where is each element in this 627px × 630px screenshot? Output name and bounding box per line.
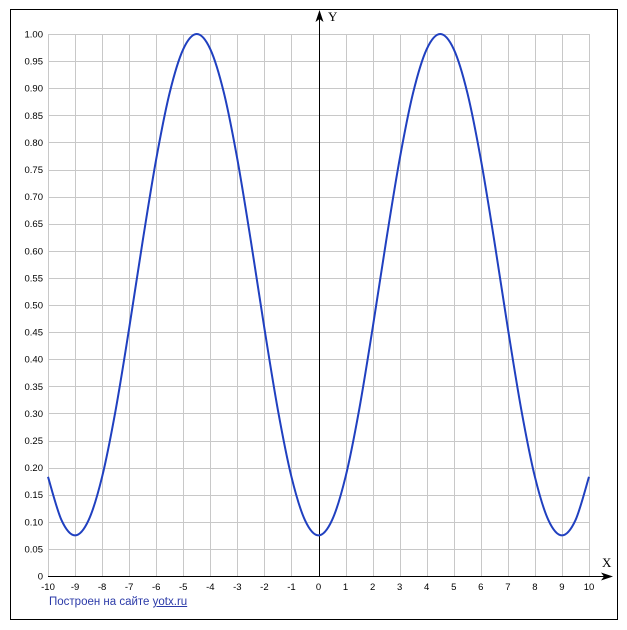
- y-tick-label: 0.35: [25, 382, 44, 393]
- x-tick-label: -5: [179, 582, 187, 593]
- y-tick-label: 0.55: [25, 273, 44, 284]
- x-tick-label: 0: [316, 582, 321, 593]
- y-tick-label: 0.85: [25, 111, 44, 122]
- grid: [48, 34, 590, 577]
- x-axis-arrow-icon: [601, 572, 613, 581]
- y-tick-label: 0.30: [25, 409, 44, 420]
- credit-line: Построен на сайте yotx.ru: [49, 596, 187, 608]
- y-tick-label: 0.05: [25, 544, 44, 555]
- y-tick-label: 0.40: [25, 355, 44, 366]
- x-tick-label: 1: [343, 582, 348, 593]
- x-tick-labels: -10 -9 -8 -7 -6 -5 -4 -3 -2 -1 0 1 2 3 4 5 6 7 8 9 10: [41, 582, 594, 593]
- series-line: [47, 32, 590, 537]
- y-tick-label: 0.60: [25, 246, 44, 257]
- credit-link[interactable]: yotx.ru: [152, 596, 188, 608]
- y-tick-label: 0.65: [25, 219, 44, 230]
- x-tick-label: 5: [451, 582, 456, 593]
- y-tick-label: 0.70: [25, 192, 44, 203]
- x-tick-label: -1: [287, 582, 295, 593]
- axes: [48, 10, 613, 581]
- series: [47, 32, 590, 537]
- x-tick-label: -6: [152, 582, 160, 593]
- x-tick-label: -9: [71, 582, 79, 593]
- y-tick-label: 0.25: [25, 436, 44, 447]
- y-tick-label: 1.00: [25, 30, 44, 41]
- y-tick-label: 0.45: [25, 328, 44, 339]
- y-tick-label: 0: [38, 572, 43, 583]
- x-tick-label: -10: [41, 582, 55, 593]
- x-tick-label: 7: [505, 582, 510, 593]
- x-tick-label: -2: [260, 582, 268, 593]
- x-tick-label: -8: [98, 582, 106, 593]
- chart-frame: [10, 9, 618, 620]
- x-tick-label: 3: [397, 582, 402, 593]
- x-tick-label: 6: [478, 582, 483, 593]
- y-tick-label: 0.90: [25, 84, 44, 95]
- y-tick-labels: 0 0.05 0.10 0.15 0.20 0.25 0.30 0.35 0.40 0.45 0.5…: [25, 30, 44, 583]
- credit-text: Построен на сайте: [49, 596, 153, 608]
- x-tick-label: 4: [424, 582, 429, 593]
- x-axis-label: X: [602, 555, 612, 570]
- y-tick-label: 0.80: [25, 138, 44, 149]
- x-tick-label: -4: [206, 582, 214, 593]
- x-tick-label: 9: [559, 582, 564, 593]
- y-axis-label: Y: [328, 9, 338, 24]
- x-tick-label: -3: [233, 582, 241, 593]
- y-tick-label: 0.20: [25, 463, 44, 474]
- y-tick-label: 0.10: [25, 517, 44, 528]
- x-tick-label: 2: [370, 582, 375, 593]
- x-tick-label: 8: [532, 582, 537, 593]
- y-tick-label: 0.50: [25, 301, 44, 312]
- x-tick-label: 10: [584, 582, 595, 593]
- y-tick-label: 0.75: [25, 165, 44, 176]
- x-tick-label: -7: [125, 582, 133, 593]
- y-axis-arrow-icon: [315, 10, 324, 22]
- y-tick-label: 0.15: [25, 490, 44, 501]
- y-tick-label: 0.95: [25, 57, 44, 68]
